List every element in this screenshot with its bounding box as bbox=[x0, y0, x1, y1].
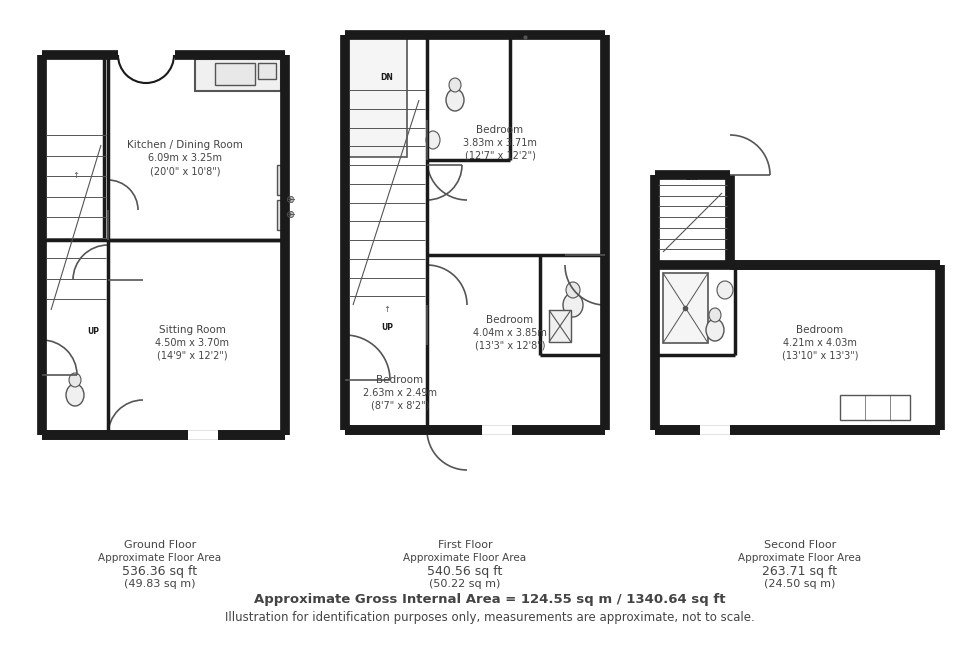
Text: 536.36 sq ft: 536.36 sq ft bbox=[122, 564, 198, 577]
Text: +: + bbox=[287, 195, 295, 205]
Text: Second Floor: Second Floor bbox=[763, 540, 836, 550]
Text: Approximate Gross Internal Area = 124.55 sq m / 1340.64 sq ft: Approximate Gross Internal Area = 124.55… bbox=[254, 594, 726, 607]
Bar bbox=[195, 59, 281, 91]
Ellipse shape bbox=[446, 89, 464, 111]
Text: UP: UP bbox=[87, 328, 99, 336]
Text: (49.83 sq m): (49.83 sq m) bbox=[124, 579, 196, 589]
Text: 4.04m x 3.85m: 4.04m x 3.85m bbox=[473, 328, 547, 338]
Text: 2.63m x 2.49m: 2.63m x 2.49m bbox=[363, 388, 437, 398]
Bar bbox=[840, 395, 910, 420]
Text: +: + bbox=[287, 210, 295, 220]
Text: ⊕: ⊕ bbox=[286, 210, 296, 220]
Ellipse shape bbox=[566, 282, 580, 298]
Text: (13'3" x 12'8"): (13'3" x 12'8") bbox=[474, 341, 545, 351]
Text: (13'10" x 13'3"): (13'10" x 13'3") bbox=[782, 351, 858, 361]
Text: UP: UP bbox=[381, 323, 393, 332]
Ellipse shape bbox=[426, 131, 440, 149]
Bar bbox=[215, 63, 255, 85]
Text: First Floor: First Floor bbox=[438, 540, 492, 550]
Text: 4.50m x 3.70m: 4.50m x 3.70m bbox=[155, 338, 229, 348]
Text: ↑: ↑ bbox=[383, 306, 390, 315]
Text: (14'9" x 12'2"): (14'9" x 12'2") bbox=[157, 351, 227, 361]
Ellipse shape bbox=[449, 78, 461, 92]
Text: Illustration for identification purposes only, measurements are approximate, not: Illustration for identification purposes… bbox=[225, 611, 755, 624]
Text: (8'7" x 8'2"): (8'7" x 8'2") bbox=[370, 401, 429, 411]
Text: Bedroom: Bedroom bbox=[486, 315, 533, 325]
Ellipse shape bbox=[709, 308, 721, 322]
Text: DN: DN bbox=[686, 172, 699, 182]
Text: 6.09m x 3.25m: 6.09m x 3.25m bbox=[148, 153, 222, 163]
Text: Approximate Floor Area: Approximate Floor Area bbox=[739, 553, 861, 563]
Text: Sitting Room: Sitting Room bbox=[159, 325, 225, 335]
Text: ⊕: ⊕ bbox=[286, 195, 296, 205]
Ellipse shape bbox=[66, 384, 84, 406]
Text: (12'7" x 12'2"): (12'7" x 12'2") bbox=[465, 151, 535, 161]
Text: (20'0" x 10'8"): (20'0" x 10'8") bbox=[150, 166, 220, 176]
Text: (50.22 sq m): (50.22 sq m) bbox=[429, 579, 501, 589]
Text: 4.21m x 4.03m: 4.21m x 4.03m bbox=[783, 338, 857, 348]
Bar bbox=[277, 165, 282, 195]
Text: 263.71 sq ft: 263.71 sq ft bbox=[762, 564, 838, 577]
Text: DN: DN bbox=[380, 74, 393, 82]
Text: 3.83m x 3.71m: 3.83m x 3.71m bbox=[464, 138, 537, 148]
Bar bbox=[277, 200, 282, 230]
Ellipse shape bbox=[69, 373, 81, 387]
Ellipse shape bbox=[706, 319, 724, 341]
Ellipse shape bbox=[563, 293, 583, 317]
Text: Bedroom: Bedroom bbox=[476, 125, 523, 135]
Text: Approximate Floor Area: Approximate Floor Area bbox=[404, 553, 526, 563]
Bar bbox=[347, 37, 407, 157]
Bar bbox=[258, 63, 276, 79]
Ellipse shape bbox=[717, 281, 733, 299]
Text: ↑: ↑ bbox=[73, 170, 79, 180]
Text: Bedroom: Bedroom bbox=[376, 375, 423, 385]
Text: Kitchen / Dining Room: Kitchen / Dining Room bbox=[127, 140, 243, 150]
Text: 540.56 sq ft: 540.56 sq ft bbox=[427, 564, 503, 577]
Text: Bedroom: Bedroom bbox=[797, 325, 844, 335]
Bar bbox=[663, 273, 708, 343]
Text: Approximate Floor Area: Approximate Floor Area bbox=[98, 553, 221, 563]
Text: Ground Floor: Ground Floor bbox=[123, 540, 196, 550]
Text: (24.50 sq m): (24.50 sq m) bbox=[764, 579, 836, 589]
Bar bbox=[549, 310, 571, 342]
